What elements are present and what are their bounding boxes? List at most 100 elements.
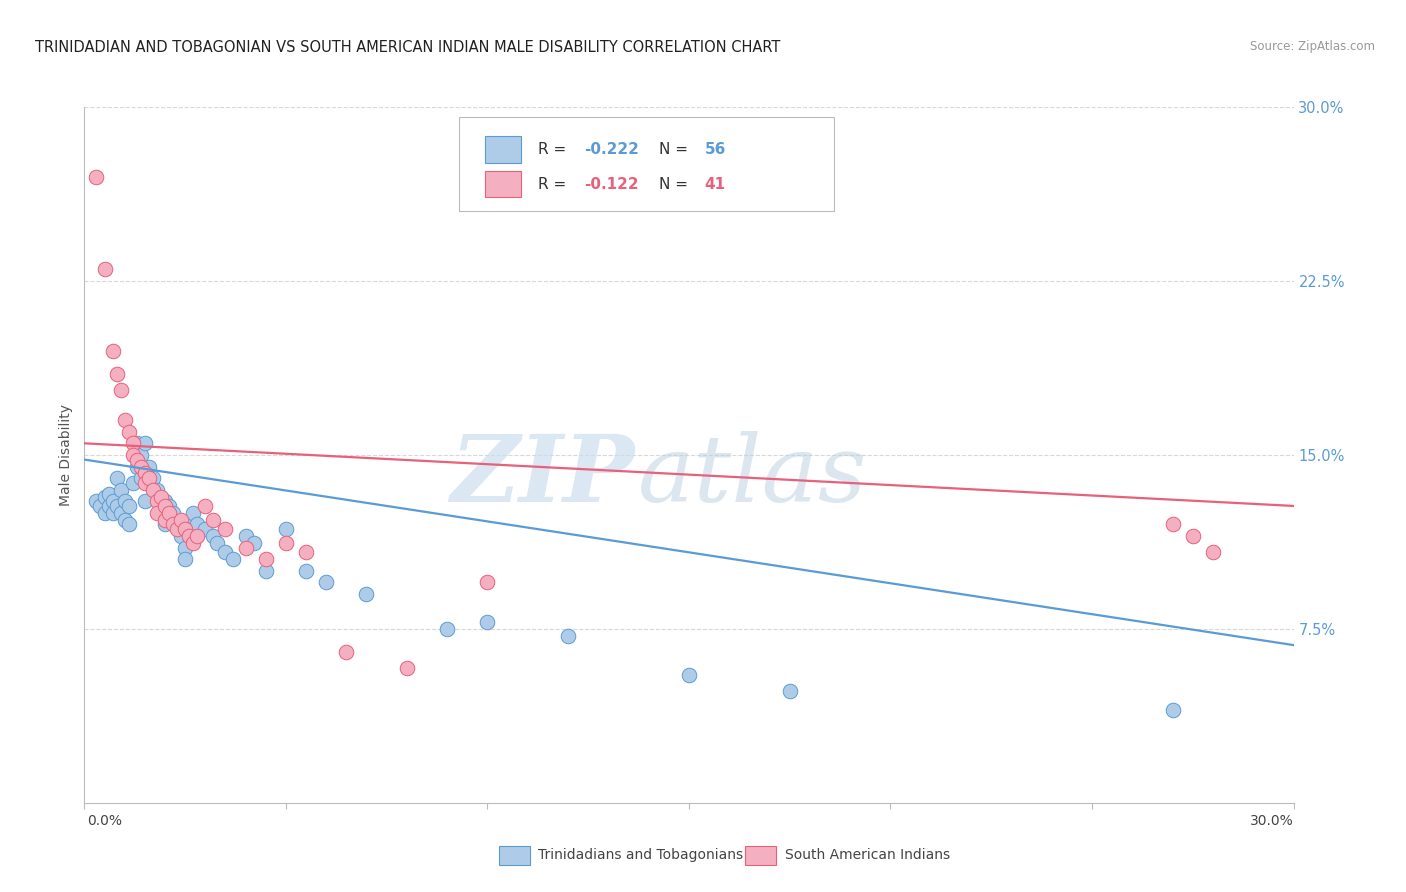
Point [202, 513, 225, 527]
FancyBboxPatch shape [485, 171, 520, 197]
Point [174, 522, 197, 536]
Point [295, 545, 318, 559]
Point [121, 448, 143, 462]
Point [179, 529, 201, 543]
Point [121, 475, 143, 490]
Point [129, 471, 152, 485]
Point [89, 499, 111, 513]
Text: N =: N = [659, 142, 693, 157]
Point [149, 494, 172, 508]
Text: 30.0%: 30.0% [1250, 814, 1294, 828]
Point [174, 552, 197, 566]
Point [242, 536, 264, 550]
Point [118, 517, 141, 532]
Text: -0.222: -0.222 [583, 142, 638, 157]
Point [121, 436, 143, 450]
Point [125, 452, 148, 467]
Point [138, 459, 160, 474]
Point [170, 529, 193, 543]
Text: TRINIDADIAN AND TOBAGONIAN VS SOUTH AMERICAN INDIAN MALE DISABILITY CORRELATION : TRINIDADIAN AND TOBAGONIAN VS SOUTH AMER… [35, 40, 780, 55]
FancyBboxPatch shape [745, 846, 776, 865]
Point [110, 506, 132, 520]
Point [93, 262, 115, 277]
Point [114, 513, 136, 527]
Point [93, 490, 115, 504]
Point [142, 471, 165, 485]
Point [153, 513, 176, 527]
Point [101, 494, 124, 508]
Point [186, 517, 208, 532]
Point [477, 575, 499, 590]
Point [101, 343, 124, 358]
Point [678, 668, 700, 682]
Point [186, 529, 208, 543]
Point [235, 541, 257, 555]
Point [295, 564, 318, 578]
Point [214, 522, 236, 536]
Text: 41: 41 [704, 177, 725, 192]
Y-axis label: Male Disability: Male Disability [59, 404, 73, 506]
Text: 0.0%: 0.0% [87, 814, 122, 828]
FancyBboxPatch shape [485, 136, 520, 162]
Point [166, 522, 188, 536]
Point [1161, 703, 1184, 717]
Text: R =: R = [538, 177, 571, 192]
Text: 56: 56 [704, 142, 725, 157]
Text: Source: ZipAtlas.com: Source: ZipAtlas.com [1250, 40, 1375, 54]
Point [153, 517, 176, 532]
Point [146, 506, 169, 520]
Text: ZIP: ZIP [450, 431, 634, 521]
Point [118, 425, 141, 439]
Point [125, 459, 148, 474]
Point [1181, 529, 1204, 543]
Point [1202, 545, 1225, 559]
Point [194, 499, 217, 513]
Point [557, 629, 579, 643]
Point [134, 436, 156, 450]
Point [134, 467, 156, 481]
Point [110, 483, 132, 497]
Point [114, 413, 136, 427]
Point [162, 506, 184, 520]
Point [129, 448, 152, 462]
Point [181, 536, 204, 550]
Point [86, 169, 108, 184]
Point [134, 475, 156, 490]
Point [138, 471, 160, 485]
Point [157, 506, 180, 520]
Point [93, 506, 115, 520]
Point [274, 536, 297, 550]
Point [118, 499, 141, 513]
Point [97, 499, 120, 513]
Point [181, 506, 204, 520]
Point [149, 490, 172, 504]
Point [162, 517, 184, 532]
Point [235, 529, 257, 543]
Point [222, 552, 245, 566]
Point [105, 499, 128, 513]
Point [477, 615, 499, 629]
Point [254, 564, 277, 578]
Point [105, 367, 128, 381]
FancyBboxPatch shape [499, 846, 530, 865]
Point [114, 494, 136, 508]
Point [110, 383, 132, 397]
Point [194, 522, 217, 536]
Text: R =: R = [538, 142, 571, 157]
Point [315, 575, 337, 590]
Point [779, 684, 801, 698]
Point [97, 487, 120, 501]
Point [142, 483, 165, 497]
Point [170, 513, 193, 527]
Point [335, 645, 357, 659]
Text: South American Indians: South American Indians [785, 848, 949, 863]
Point [153, 499, 176, 513]
Text: Trinidadians and Tobagonians: Trinidadians and Tobagonians [538, 848, 744, 863]
Point [86, 494, 108, 508]
Point [179, 517, 201, 532]
Text: N =: N = [659, 177, 693, 192]
Point [174, 541, 197, 555]
Text: atlas: atlas [638, 431, 868, 521]
Point [274, 522, 297, 536]
Point [214, 545, 236, 559]
